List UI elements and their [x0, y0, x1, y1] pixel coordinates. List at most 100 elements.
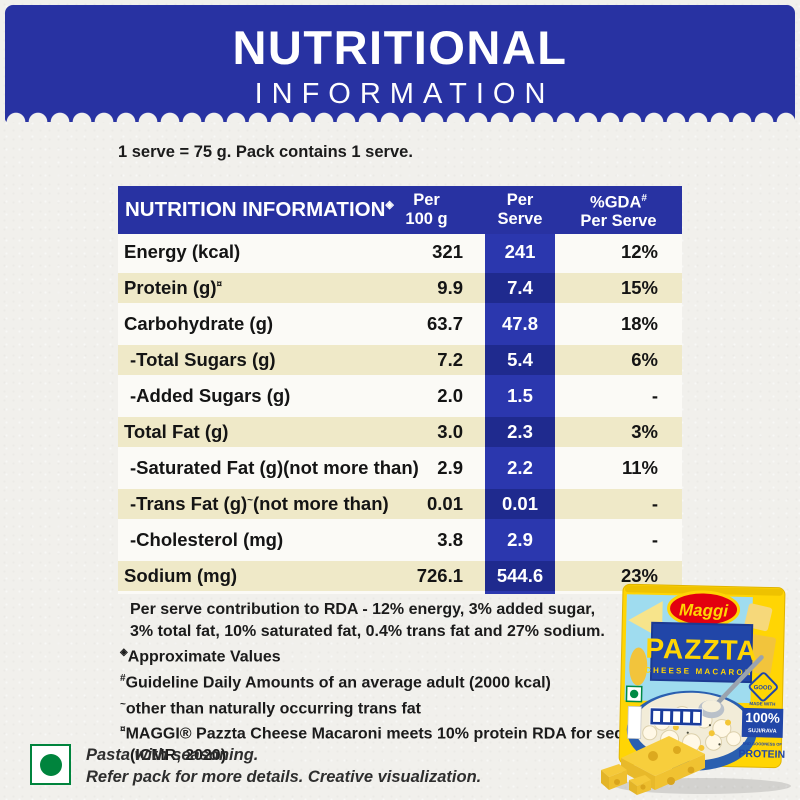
table-row: Energy (kcal) 321 241 12% [118, 234, 682, 270]
per-serve-value: 1.5 [485, 378, 555, 414]
footnote-line: Per serve contribution to RDA - 12% ener… [120, 599, 620, 621]
maggi-logo-text: Maggi [679, 600, 730, 620]
row-label-text: Total Fat (g) [124, 421, 229, 442]
gda-value: 23% [620, 565, 658, 586]
percent-claim-text: 100% [745, 710, 780, 726]
row-label-text: Sodium (mg) [124, 565, 238, 586]
per-serve-value: 5.4 [485, 342, 555, 378]
row-label: -Trans Fat (g) ~ (not more than) [118, 486, 389, 522]
row-label-text: -Total Sugars (g) [130, 349, 276, 370]
col-header-gda-mark: # [641, 192, 647, 204]
per-100g-value: 2.9 [437, 457, 463, 478]
per-serve-value: 0.01 [485, 486, 555, 522]
gda-value: 18% [620, 313, 658, 334]
row-label: -Added Sugars (g) [118, 378, 368, 414]
row-label: -Total Sugars (g) [118, 342, 368, 378]
taste-badge-text: GOOD [754, 685, 773, 691]
row-label-text: -Trans Fat (g) [130, 493, 248, 514]
footnote-text: other than naturally occurring trans fat [125, 699, 421, 717]
variant-text: CHEESE MACARONI [645, 666, 757, 678]
col-header-gda-text: %GDA [590, 193, 642, 212]
row-label: Energy (kcal) [118, 234, 368, 270]
footnotes: Per serve contribution to RDA - 12% ener… [120, 599, 724, 767]
made-with-text: MADE WITH [749, 701, 775, 707]
per-serve-value: 2.3 [485, 414, 555, 450]
veg-note-line2: Refer pack for more details. Creative vi… [86, 767, 482, 786]
corn-deco-left [629, 647, 648, 686]
footnote-text: (ICMR, 2020) [130, 747, 227, 765]
per-100g-value: 321 [432, 241, 463, 262]
spoon-macaroni [701, 700, 721, 713]
table-row: Total Fat (g) 3.0 2.3 3% [118, 414, 682, 450]
ingredient-claim-text: SUJI/RAVA [748, 728, 777, 735]
row-label-text: -Cholesterol (mg) [130, 529, 284, 550]
row-label-text: Carbohydrate (g) [124, 313, 274, 334]
pack-crimp [624, 585, 783, 596]
col-header-per-100g-line2: 100 g [405, 210, 448, 228]
footnote-mark: # [120, 672, 126, 684]
per-100g-value: 2.0 [437, 385, 463, 406]
table-row: -Total Sugars (g) 7.2 5.4 6% [118, 342, 682, 378]
col-header-per-100g: Per 100 g [368, 191, 485, 229]
row-label-text: -Added Sugars (g) [130, 385, 291, 406]
table-row: Protein (g) ¤ 9.9 7.4 15% [118, 270, 682, 306]
table-row: -Saturated Fat (g)(not more than) 2.9 2.2 1… [118, 450, 682, 486]
gda-value: 12% [620, 241, 658, 262]
table-row: Sodium (mg) 726.1 544.6 23% [118, 558, 682, 594]
gda-value: - [651, 385, 658, 406]
gda-value: - [651, 529, 658, 550]
nutrition-table: NUTRITION INFORMATION◈ Per 100 g Per Ser… [118, 186, 682, 594]
taste-badge [748, 672, 778, 702]
protein-claim-text: PROTEIN [738, 748, 785, 761]
veg-note-row: Pasta with seasoning. Refer pack for mor… [30, 744, 481, 788]
col-header-per-serve-line1: Per [506, 191, 534, 209]
footnote-mark: ¤ [120, 724, 126, 736]
table-title-text: NUTRITION INFORMATION [125, 198, 386, 221]
per-100g-value: 0.01 [426, 493, 463, 514]
gda-value: 11% [621, 457, 658, 478]
per-100g-value: 3.0 [437, 421, 463, 442]
per-serve-value: 7.4 [485, 270, 555, 306]
header-banner: NUTRITIONAL INFORMATION [5, 5, 795, 122]
col-header-gda-line2: Per Serve [580, 212, 657, 231]
footnote-text: Per serve contribution to RDA - 12% ener… [130, 601, 596, 618]
row-label-rest: (not more than) [253, 493, 389, 514]
row-label: Protein (g) ¤ [118, 270, 368, 306]
veg-note-text: Pasta with seasoning. Refer pack for mor… [86, 744, 481, 788]
per-100g-value: 3.8 [437, 529, 463, 550]
pack-info-strip [627, 705, 642, 740]
row-label: Sodium (mg) [118, 558, 368, 594]
claim-panel [741, 707, 784, 738]
per-serve-value: 2.9 [485, 522, 555, 558]
col-header-gda: %GDA# Per Serve [555, 189, 682, 232]
table-row: Carbohydrate (g) 63.7 47.8 18% [118, 306, 682, 342]
row-label-sup: ~ [247, 494, 254, 506]
row-label-text: -Saturated Fat (g)(not more than) [130, 457, 419, 478]
row-label: -Saturated Fat (g)(not more than) [118, 450, 419, 486]
footnote-mark: ~ [120, 698, 126, 710]
footnote-mark: ◈ [120, 647, 128, 658]
footnote-text: Approximate Values [127, 648, 281, 666]
per-serve-value: 544.6 [485, 558, 555, 594]
veg-note-line1: Pasta with seasoning. [86, 746, 259, 764]
footnote-text: 3% total fat, 10% saturated fat, 0.4% tr… [130, 622, 605, 640]
footnote-line: 3% total fat, 10% saturated fat, 0.4% tr… [120, 621, 620, 643]
row-label: -Cholesterol (mg) [118, 522, 368, 558]
table-row: -Cholesterol (mg) 3.8 2.9 - [118, 522, 682, 558]
product-pack-image: Maggi PAZZTA CHEESE MACARONI [593, 578, 798, 796]
table-title: NUTRITION INFORMATION◈ [118, 198, 394, 222]
per-serve-value: 2.2 [485, 450, 555, 486]
gda-value: 6% [631, 349, 658, 370]
spoon-handle [714, 655, 764, 707]
col-header-per-100g-line1: Per [413, 191, 440, 209]
table-row: -Trans Fat (g) ~ (not more than) 0.01 0.01 - [118, 486, 682, 522]
row-label-text: Energy (kcal) [124, 241, 241, 262]
footnote-line: #Guideline Daily Amounts of an average a… [120, 668, 620, 694]
scallop-edge [5, 109, 795, 122]
footnote-line: ◈Approximate Values [120, 642, 620, 668]
footnote-line: ¤MAGGI® Pazzta Cheese Macaroni meets 10%… [120, 719, 724, 745]
per-100g-value: 63.7 [426, 313, 463, 334]
per-100g-value: 9.9 [437, 277, 463, 298]
footnote-text: Guideline Daily Amounts of an average ad… [125, 674, 551, 692]
cheese-wedges [601, 736, 705, 795]
